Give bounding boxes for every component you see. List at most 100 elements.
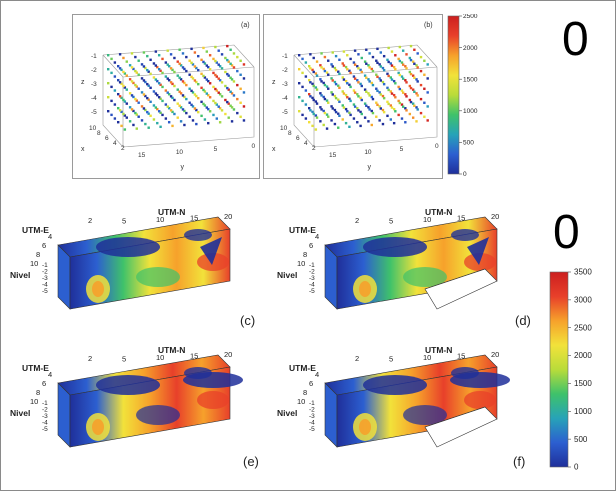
panel-tag-f: (f) (513, 454, 526, 469)
nivel-tick: -3 (309, 275, 315, 282)
block-anomalies (86, 229, 229, 303)
scatter-point (110, 71, 113, 75)
scatter-point (232, 94, 236, 97)
scatter-point (166, 49, 169, 52)
scatter-point (203, 104, 207, 107)
scatter-point (365, 76, 368, 79)
scatter-point (224, 70, 227, 74)
scatter-point (157, 96, 161, 99)
scatter-point (312, 98, 315, 102)
scatter-point (381, 108, 385, 112)
scatter-point (159, 69, 162, 73)
scatter-point (179, 106, 183, 109)
scatter-point (319, 120, 322, 123)
scatter-point (146, 54, 149, 58)
utm-e-tick: 4 (48, 232, 52, 241)
nivel-tick: -1 (309, 400, 315, 407)
scatter-point (379, 51, 383, 54)
scatter-point (327, 73, 330, 76)
scatter-point (179, 120, 183, 123)
scatter-point (311, 96, 314, 100)
utm-e-tick: 8 (303, 388, 307, 397)
scatter-point (298, 82, 301, 85)
scatter-point (381, 80, 385, 84)
scatter-point (415, 106, 418, 109)
scatter-point (408, 98, 412, 102)
z-tick-label: -2 (282, 67, 288, 74)
block-anomalies (353, 367, 510, 441)
utm-e-tick: 4 (315, 370, 319, 379)
scatter-point (311, 110, 314, 114)
scatter-point (404, 65, 407, 68)
scatter-point (330, 105, 333, 108)
scatter-point (367, 78, 370, 81)
scatter-point (315, 102, 319, 105)
scatter-point (334, 82, 338, 86)
z-axis-label: z (272, 79, 276, 86)
y-tick-label: 10 (176, 149, 184, 156)
nivel-tick: -5 (42, 426, 48, 433)
scatter-point (227, 88, 230, 91)
scatter-point (167, 121, 171, 124)
scatter-point (218, 107, 222, 110)
scatter-point (176, 116, 179, 119)
scatter-point (122, 56, 125, 60)
y-tick-label: 0 (435, 143, 439, 150)
scatter-point (363, 88, 367, 91)
scatter-point (342, 78, 346, 81)
scatter-point (128, 120, 132, 123)
scatter-point (202, 74, 205, 78)
utm-n-label: UTM-N (425, 345, 452, 355)
colorbar-tick-label: 2500 (574, 323, 592, 332)
scatter-point (304, 89, 308, 92)
scatter-point (386, 100, 389, 104)
scatter-point (161, 85, 164, 89)
utm-e-tick: 6 (42, 379, 46, 388)
panel-tag-d: (d) (515, 313, 531, 328)
scatter-point (232, 80, 236, 83)
scatter-point (415, 78, 418, 81)
scatter-point (346, 82, 349, 85)
scatter-point (239, 59, 242, 62)
scatter-point (113, 61, 117, 64)
scatter-point (353, 91, 357, 94)
scatter-point (314, 86, 318, 89)
scatter-point (135, 99, 138, 102)
scatter-point (423, 59, 426, 62)
scatter-point (230, 78, 234, 81)
scatter-point (185, 97, 188, 101)
scatter-point (378, 63, 381, 66)
scatter-point (161, 113, 164, 117)
scatter-point (130, 66, 134, 69)
scatter-point (389, 104, 393, 107)
nivel-tick: -4 (309, 282, 315, 289)
scatter-point (135, 71, 138, 74)
scatter-point (327, 59, 330, 62)
scatter-point (205, 78, 209, 81)
scatter-point (217, 49, 220, 52)
scatter-point (140, 105, 144, 108)
scatter-point (226, 100, 229, 104)
scatter-point (308, 79, 311, 82)
scatter-point (113, 75, 117, 78)
scatter-point (426, 119, 429, 122)
scatter-point (171, 68, 174, 72)
scatter-point (149, 58, 152, 62)
scatter-point (128, 78, 132, 81)
scatter-point (164, 117, 168, 120)
scatter-point (207, 107, 210, 111)
scatter-point (214, 101, 217, 105)
scatter-point (423, 87, 426, 90)
scatter-point (195, 122, 198, 126)
scatter-point (142, 51, 146, 54)
scatter-point (135, 113, 138, 116)
scatter-point (190, 103, 193, 107)
axes-box (293, 44, 438, 148)
scatter-point (215, 89, 219, 92)
scatter-point (301, 99, 304, 103)
scatter-point (220, 81, 224, 84)
scatter-point (188, 115, 191, 118)
scatter-point (135, 127, 138, 130)
scatter-point (236, 111, 239, 115)
